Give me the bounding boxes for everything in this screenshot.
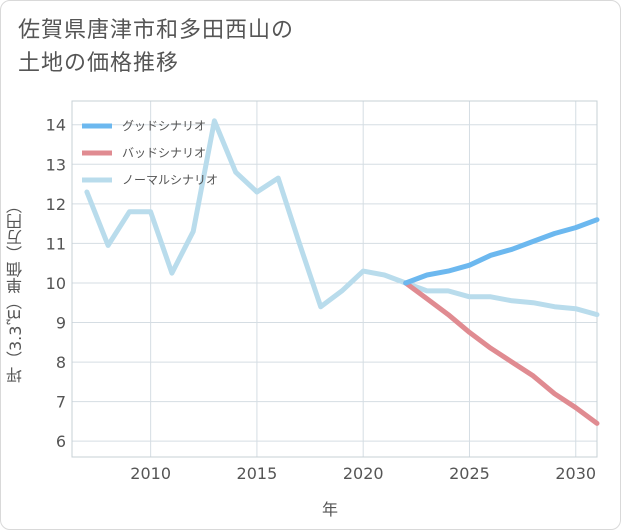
- legend-label-1: バッドシナリオ: [122, 146, 206, 160]
- y-tick-label: 6: [56, 432, 66, 451]
- x-tick-label: 2025: [449, 464, 490, 483]
- y-tick-label: 9: [56, 314, 66, 333]
- title-line-2: 土地の価格推移: [18, 51, 180, 76]
- title-line-1: 佐賀県唐津市和多田西山の: [18, 18, 295, 43]
- series-lines: [84, 118, 600, 426]
- y-tick-label: 10: [46, 274, 66, 293]
- plot-area-border: [71, 100, 598, 458]
- y-tick-label: 8: [56, 353, 66, 372]
- x-tick-label: 2010: [130, 464, 171, 483]
- series-line-0: [403, 217, 600, 286]
- x-axis-label: 年: [321, 500, 338, 519]
- y-tick-label: 7: [56, 393, 66, 412]
- x-tick-labels: 2010 2015 2020 2025 2030: [130, 464, 596, 483]
- series-line-1: [403, 280, 600, 426]
- y-tick-label: 12: [46, 195, 66, 214]
- y-tick-label: 11: [46, 234, 66, 253]
- x-tick-label: 2030: [555, 464, 596, 483]
- legend-label-2: ノーマルシナリオ: [122, 173, 218, 187]
- x-tick-label: 2015: [237, 464, 278, 483]
- y-tick-label: 14: [46, 116, 66, 135]
- chart-title: 佐賀県唐津市和多田西山の 土地の価格推移: [18, 14, 294, 80]
- legend-label-0: グッドシナリオ: [122, 119, 206, 133]
- y-tick-labels: 6 7 8 9 10 11 12 13 14: [46, 116, 66, 451]
- series-line-2: [84, 118, 600, 318]
- y-tick-label: 13: [46, 155, 66, 174]
- x-tick-label: 2020: [343, 464, 384, 483]
- grid-lines: [72, 101, 597, 457]
